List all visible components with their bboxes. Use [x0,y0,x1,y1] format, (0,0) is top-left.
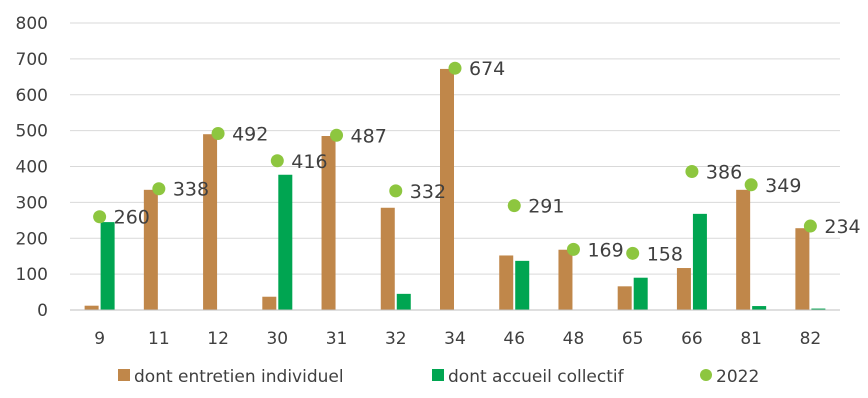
bar-accueil-collectif [752,306,767,310]
data-labels: 260 338 492 416 487 332 674 291 169 158 386 349 234 [114,58,861,265]
gridlines [70,22,840,275]
data-label-2022: 338 [173,179,209,201]
x-tick-label: 32 [385,329,407,349]
point-2022 [803,219,817,233]
x-tick-label: 31 [326,329,348,349]
y-tick-label: 400 [16,158,48,178]
bar-entretien-individuel [143,189,158,310]
data-label-2022: 260 [114,207,150,229]
bar-accueil-collectif [633,277,648,310]
legend-swatch [118,369,130,381]
bar-entretien-individuel [499,255,514,310]
data-label-2022: 674 [469,58,505,80]
x-tick-label: 30 [266,329,288,349]
data-label-2022: 416 [291,151,327,173]
data-label-2022: 291 [528,196,564,218]
x-tick-label: 11 [148,329,170,349]
legend-label: 2022 [716,367,759,387]
bar-entretien-individuel [795,228,810,310]
data-label-2022: 158 [647,243,683,265]
legend: dont entretien individuel dont accueil co… [118,367,759,387]
point-2022 [566,242,580,256]
x-tick-label: 46 [503,329,525,349]
bar-entretien-individuel [440,68,454,310]
data-label-2022: 349 [765,175,801,197]
data-label-2022: 234 [824,216,860,238]
x-tick-label: 82 [800,329,822,349]
legend-swatch [700,369,712,381]
y-tick-label: 500 [16,122,48,142]
x-tick-label: 81 [740,329,762,349]
y-tick-label: 600 [16,86,48,106]
point-2022 [330,128,344,142]
x-tick-label: 12 [207,329,229,349]
y-tick-label: 100 [16,265,48,285]
point-2022 [744,178,758,192]
bar-entretien-individuel [321,136,336,310]
point-2022 [93,210,107,224]
legend-swatch [432,369,444,381]
bars [84,68,826,310]
bar-entretien-individuel [380,207,395,310]
point-2022 [211,126,225,140]
bar-entretien-individuel [203,134,218,310]
bar-accueil-collectif [278,174,293,310]
y-tick-label: 800 [16,14,48,34]
point-2022 [507,199,521,213]
bar-accueil-collectif [811,308,826,310]
x-tick-label: 34 [444,329,466,349]
point-2022 [685,165,699,179]
y-axis-ticks: 0 100 200 300 400 500 600 700 800 [16,14,48,321]
data-label-2022: 386 [706,162,742,184]
legend-label: dont accueil collectif [448,367,625,387]
data-label-2022: 169 [587,239,623,261]
point-2022 [152,182,166,196]
y-tick-label: 200 [16,229,48,249]
bar-entretien-individuel [262,296,277,310]
bar-accueil-collectif [692,213,707,310]
x-tick-label: 9 [94,329,105,349]
y-tick-label: 300 [16,193,48,213]
bar-entretien-individuel [676,268,691,310]
bar-accueil-collectif [100,222,115,310]
bar-accueil-collectif [396,293,411,310]
data-label-2022: 487 [351,125,387,147]
point-2022 [270,154,284,168]
x-tick-label: 48 [563,329,585,349]
x-axis-ticks: 9 11 12 30 31 32 34 46 48 65 66 81 82 [94,329,821,349]
point-2022 [448,61,462,75]
bar-accueil-collectif [515,260,530,310]
point-2022 [389,184,403,198]
y-tick-label: 0 [37,301,48,321]
x-tick-label: 66 [681,329,703,349]
points-2022 [93,61,817,260]
x-tick-label: 65 [622,329,644,349]
point-2022 [626,246,640,260]
bar-entretien-individuel [736,189,751,310]
bar-entretien-individuel [617,286,632,310]
data-label-2022: 492 [232,123,268,145]
y-tick-label: 700 [16,50,48,70]
bar-entretien-individuel [558,249,573,310]
bar-entretien-individuel [84,305,99,310]
data-label-2022: 332 [410,181,446,203]
legend-label: dont entretien individuel [134,367,344,387]
